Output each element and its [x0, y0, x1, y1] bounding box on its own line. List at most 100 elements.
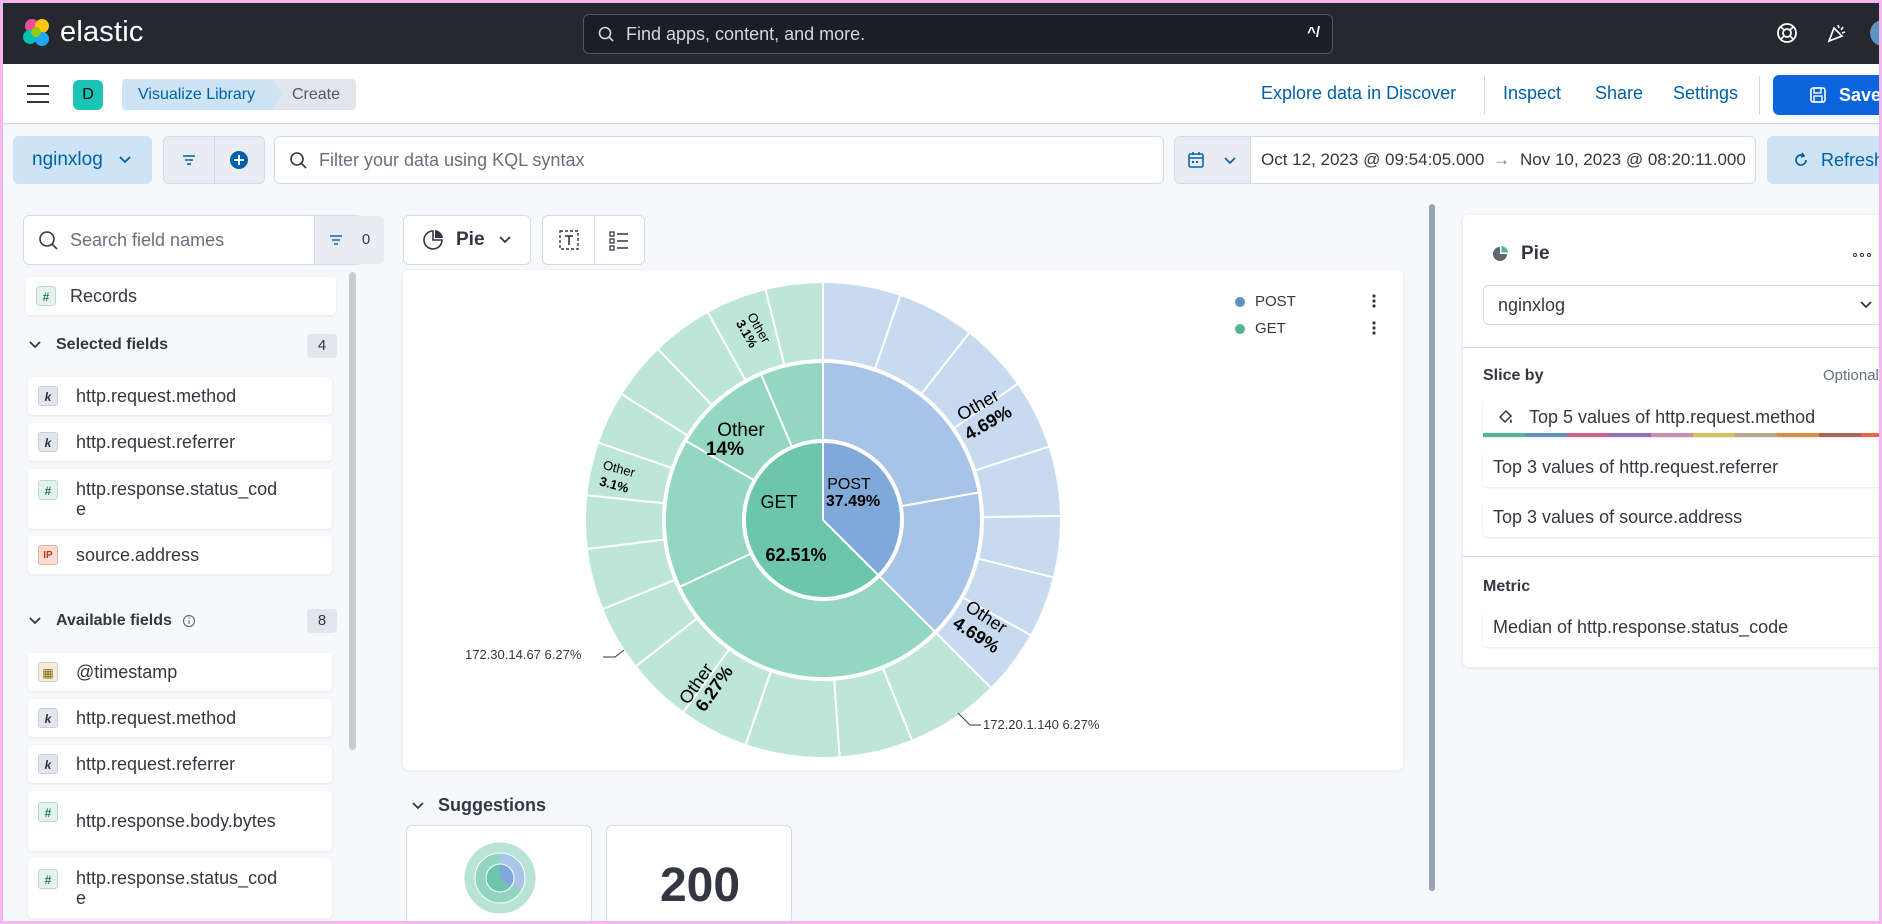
chart-panel: POST 37.49% GET 62.51% Other 14% Other 4.69% Oth…	[403, 270, 1403, 770]
legend-item-get[interactable]: GET	[1235, 320, 1286, 337]
filter-icon	[330, 235, 342, 245]
newsfeed-icon[interactable]	[1826, 22, 1848, 44]
metric-dimension-label: Median of http.response.status_code	[1493, 616, 1789, 637]
filter-icon[interactable]	[181, 152, 197, 168]
selected-field-http-request-method[interactable]: k http.request.method	[28, 377, 332, 415]
legend-actions-icon[interactable]	[1372, 321, 1376, 335]
inspect-link[interactable]: Inspect	[1503, 83, 1562, 103]
refresh-icon	[1795, 152, 1807, 166]
pie-slice-get[interactable]	[744, 440, 880, 599]
settings-link[interactable]: Settings	[1673, 83, 1739, 103]
pie-chart[interactable]: POST37.49%GET62.51%Other14%Other4.69%Oth…	[403, 270, 1403, 770]
field-item-records[interactable]: # Records	[26, 277, 336, 315]
slice-value-post: 37.49%	[826, 493, 880, 510]
data-view-name: nginxlog	[32, 149, 103, 170]
kql-query-input[interactable]: Filter your data using KQL syntax	[274, 136, 1164, 184]
menu-toggle-button[interactable]	[27, 85, 49, 103]
legend-icon[interactable]	[608, 229, 630, 251]
suggestion-card-metric[interactable]: 200	[606, 825, 792, 924]
available-field-http-request-method[interactable]: k http.request.method	[28, 699, 332, 737]
selected-field-source-address[interactable]: IP source.address	[28, 536, 332, 574]
calendar-type-icon: ▦	[38, 662, 58, 682]
layer-title-label: Pie	[1521, 243, 1550, 264]
labels-icon[interactable]	[558, 229, 580, 251]
selected-fields-count: 4	[307, 334, 337, 358]
field-list-scrollbar[interactable]	[349, 272, 356, 750]
slice-label-get: GET	[760, 492, 797, 512]
pie-slice-ring2[interactable]	[759, 360, 824, 448]
field-item-label: http.response.body.bytes	[76, 811, 276, 831]
breadcrumb-visualize-library[interactable]: Visualize Library	[122, 79, 287, 110]
pie-slice-ring2[interactable]	[678, 552, 937, 679]
field-item-label: http.response.status_code	[76, 868, 278, 908]
layer-title[interactable]: Pie	[1491, 243, 1550, 265]
pie-slice-ring2[interactable]	[822, 360, 980, 508]
suggestions-toggle[interactable]: Suggestions	[410, 795, 546, 816]
nav-divider	[1484, 76, 1485, 114]
dimension-source-address[interactable]: Top 3 values of source.address	[1483, 497, 1882, 537]
pie-slice-post[interactable]	[822, 440, 902, 577]
dimension-http-request-referrer[interactable]: Top 3 values of http.request.referrer	[1483, 447, 1882, 487]
field-type-filter-button[interactable]: 0	[314, 216, 384, 264]
chevron-down-icon	[29, 341, 41, 349]
user-avatar[interactable]	[1870, 20, 1882, 46]
save-label: Save	[1839, 84, 1882, 105]
legend-actions-icon[interactable]	[1372, 294, 1376, 308]
refresh-button[interactable]: Refresh	[1767, 136, 1882, 184]
legend-label: GET	[1255, 320, 1286, 337]
workspace-scrollbar[interactable]	[1429, 204, 1435, 891]
layer-actions-icon[interactable]	[1853, 253, 1871, 257]
dimension-http-request-method[interactable]: Top 5 values of http.request.method	[1483, 397, 1882, 437]
pie-slice-ring3[interactable]	[764, 280, 824, 366]
field-search-input[interactable]: Search field names 0	[23, 215, 384, 265]
share-link[interactable]: Share	[1595, 83, 1644, 103]
chart-type-switcher[interactable]: Pie	[403, 215, 531, 265]
selected-fields-toggle[interactable]: Selected fields	[27, 336, 168, 354]
date-start[interactable]: Oct 12, 2023 @ 09:54:05.000	[1261, 150, 1485, 169]
global-search-input[interactable]: Find apps, content, and more. ^/	[583, 14, 1333, 54]
save-button[interactable]: Save	[1773, 75, 1882, 115]
available-field-http-response-body-bytes[interactable]: # http.response.body.bytes	[28, 791, 332, 851]
elastic-logo[interactable]: elastic	[22, 16, 144, 49]
legend-item-post[interactable]: POST	[1235, 293, 1296, 310]
slice-value-other: 14%	[706, 439, 744, 460]
search-icon	[39, 231, 58, 250]
selected-field-http-response-status-code[interactable]: # http.response.status_code	[28, 469, 332, 529]
info-icon[interactable]	[182, 614, 196, 628]
available-field-timestamp[interactable]: ▦ @timestamp	[28, 653, 332, 691]
suggestion-card-pie[interactable]	[406, 825, 592, 924]
selected-fields-title: Selected fields	[56, 336, 169, 353]
space-avatar[interactable]: D	[73, 80, 103, 110]
quick-date-menu-button[interactable]	[1175, 137, 1251, 183]
layer-config-panel: Pie nginxlog Slice by Optional Top 5 val…	[1463, 215, 1882, 667]
legend-label: POST	[1255, 293, 1296, 310]
available-fields-toggle[interactable]: Available fields	[27, 612, 196, 630]
date-end[interactable]: Nov 10, 2023 @ 08:20:11.000	[1520, 150, 1746, 169]
layer-data-view-value: nginxlog	[1498, 295, 1566, 315]
brand-name: elastic	[60, 16, 144, 48]
global-search-placeholder: Find apps, content, and more.	[626, 23, 866, 44]
ip-type-icon: IP	[38, 545, 58, 565]
chevron-down-icon	[29, 617, 41, 625]
legend-swatch	[1235, 296, 1245, 307]
help-icon[interactable]	[1776, 22, 1798, 44]
filter-buttons	[163, 136, 265, 184]
add-filter-icon[interactable]	[229, 150, 249, 170]
save-icon	[1810, 87, 1826, 103]
pie-slice-ring3[interactable]	[584, 494, 666, 551]
selected-field-http-request-referrer[interactable]: k http.request.referrer	[28, 423, 332, 461]
keyword-type-icon: k	[38, 708, 58, 728]
field-filter-count: 0	[361, 231, 371, 248]
data-view-picker[interactable]: nginxlog	[13, 136, 152, 184]
available-field-http-request-referrer[interactable]: k http.request.referrer	[28, 745, 332, 783]
available-field-http-response-status-code[interactable]: # http.response.status_code	[28, 858, 332, 918]
chevron-down-icon	[498, 236, 511, 244]
metric-http-response-status-code[interactable]: Median of http.response.status_code	[1483, 607, 1882, 647]
chevron-down-icon	[1860, 301, 1872, 309]
explore-in-discover-link[interactable]: Explore data in Discover	[1261, 83, 1457, 103]
chart-type-label: Pie	[456, 229, 485, 250]
keyword-type-icon: k	[38, 432, 58, 452]
layer-data-view-select[interactable]: nginxlog	[1483, 285, 1882, 325]
suggestions-title: Suggestions	[438, 795, 547, 815]
date-arrow-icon: →	[1493, 150, 1510, 169]
